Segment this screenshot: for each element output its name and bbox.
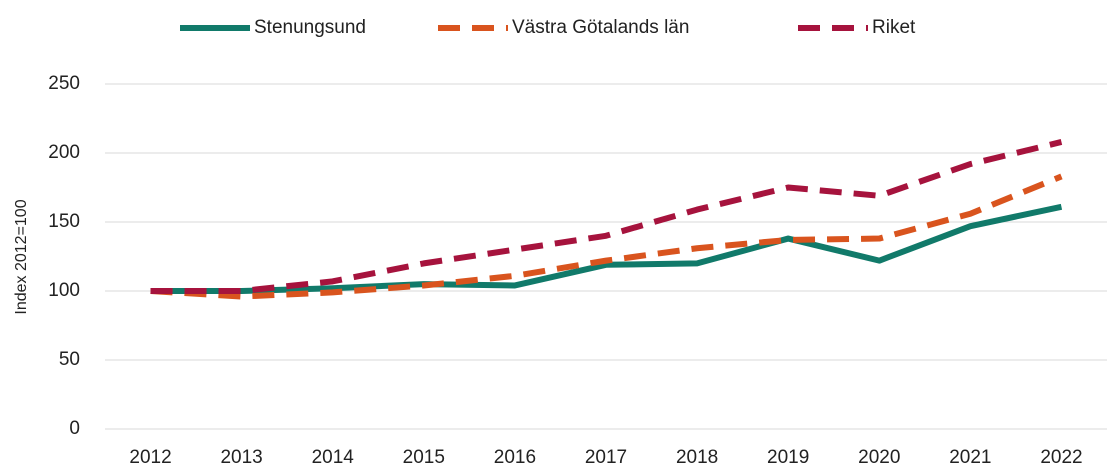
legend-label: Riket [872, 17, 916, 38]
x-tick-label: 2016 [494, 447, 536, 468]
x-tick-label: 2017 [585, 447, 627, 468]
legend-label: Västra Götalands län [512, 17, 689, 38]
x-tick-label: 2013 [220, 447, 262, 468]
legend-label: Stenungsund [254, 17, 366, 38]
x-tick-label: 2018 [676, 447, 718, 468]
y-tick-label: 100 [48, 280, 80, 301]
x-tick-label: 2022 [1040, 447, 1082, 468]
y-tick-label: 250 [48, 73, 80, 94]
y-tick-label: 200 [48, 142, 80, 163]
y-axis-label: Index 2012=100 [13, 199, 30, 314]
data-line [150, 173, 1063, 300]
x-tick-label: 2020 [858, 447, 900, 468]
x-tick-label: 2019 [767, 447, 809, 468]
x-tick-label: 2021 [949, 447, 991, 468]
data-line [150, 139, 1063, 294]
y-tick-label: 50 [59, 349, 80, 370]
x-tick-label: 2014 [312, 447, 355, 468]
y-tick-label: 150 [48, 211, 80, 232]
data-line [150, 203, 1063, 294]
x-tick-label: 2012 [129, 447, 171, 468]
x-tick-label: 2015 [403, 447, 445, 468]
y-tick-label: 0 [69, 418, 80, 439]
